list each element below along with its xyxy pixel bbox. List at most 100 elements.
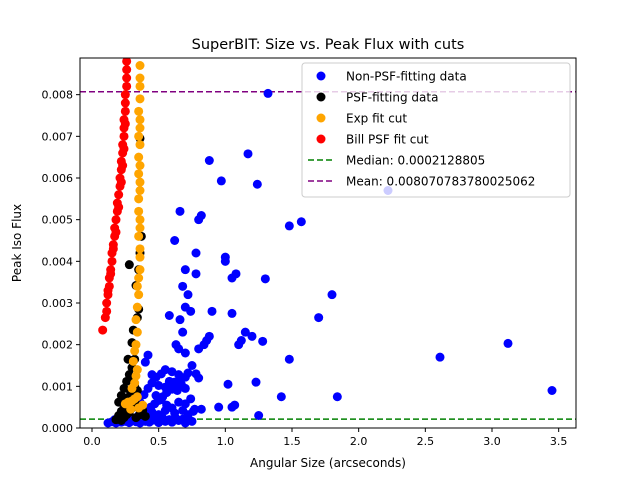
point-s3-13 [111,215,121,225]
x-axis-ticks: 0.0 0.5 1.0 1.5 2.0 2.5 3.0 3.5 [83,428,567,448]
point-s3-8 [107,256,117,266]
legend-marker-3 [316,134,326,144]
point-s1-39 [140,411,150,421]
point-s2-33 [135,123,145,133]
plot-frame [79,57,577,429]
point-s3-28 [120,90,130,100]
point-s3-39 [118,161,128,170]
point-s0-119 [260,274,270,284]
x-axis-label: Angular Size (arcseconds) [250,456,406,470]
legend-marker-2 [316,113,326,123]
point-s0-51 [140,357,150,367]
point-s2-28 [134,169,144,179]
point-s3-34 [106,269,116,279]
point-s0-114 [236,336,246,345]
point-s2-6 [130,378,140,388]
point-s0-134 [435,352,445,362]
point-s3-26 [120,106,130,116]
point-s0-123 [252,179,262,189]
legend-label-2: Exp fit cut [346,112,407,126]
point-s3-38 [116,177,126,187]
point-s1-40 [116,416,126,425]
legend-label-3: Bill PSF fit cut [346,133,429,147]
point-s0-87 [186,306,196,316]
point-s3-35 [108,244,118,254]
point-s0-105 [223,379,233,389]
point-s2-42 [138,400,148,410]
y-tick-label-5: 0.005 [42,214,74,227]
x-tick-label-5: 2.5 [417,435,435,448]
point-s0-109 [220,256,230,266]
y-axis-label: Peak Iso Flux [10,204,24,282]
point-s0-135 [503,338,513,348]
point-s0-69 [186,394,196,404]
point-s3-33 [103,286,113,295]
y-tick-label-0: 0.000 [42,422,74,435]
point-s0-94 [191,269,201,279]
point-s0-136 [547,386,557,395]
point-s2-37 [135,81,145,91]
point-s0-84 [178,281,188,291]
point-s0-99 [207,306,217,316]
point-s0-93 [196,211,206,220]
legend: Non-PSF-fitting data PSF-fitting data Exp … [301,62,571,198]
point-s1-24 [124,260,134,270]
point-s0-131 [327,290,337,300]
x-tick-label-6: 3.0 [483,435,501,448]
point-s0-83 [183,290,193,300]
point-s0-128 [276,392,286,402]
point-s2-22 [135,223,145,233]
x-tick-label-0: 0.0 [83,435,101,448]
point-s0-126 [296,217,306,227]
point-s0-111 [231,269,241,279]
legend-label-5: Mean: 0.008070783780025062 [346,175,535,189]
point-s2-34 [135,115,145,125]
point-s2-40 [126,404,136,414]
point-s2-8 [132,365,142,375]
point-s0-52 [143,350,153,360]
point-s0-124 [263,88,273,98]
point-s0-91 [191,248,201,258]
point-s0-125 [284,221,294,231]
point-s0-104 [214,402,224,412]
point-s3-30 [122,73,132,83]
x-tick-label-2: 1.0 [217,435,235,448]
point-s2-21 [134,231,144,241]
point-s3-27 [120,98,130,108]
point-s3-23 [119,131,129,141]
point-s2-31 [135,140,145,150]
point-s3-2 [102,306,112,316]
y-tick-label-4: 0.004 [42,255,74,268]
point-s0-85 [175,315,185,325]
point-s2-23 [135,215,145,225]
point-s0-116 [247,331,257,341]
point-s0-129 [284,354,294,364]
point-s3-31 [122,65,132,75]
point-s3-3 [102,298,112,308]
point-s2-24 [134,206,144,216]
point-s0-132 [332,392,342,402]
y-axis-ticks: 0.000 0.001 0.002 0.003 0.004 0.005 0.006 0.007… [42,89,80,435]
point-s2-9 [128,356,138,366]
point-s0-73 [160,406,170,415]
legend-label-1: PSF-fitting data [346,91,438,105]
point-s0-107 [230,400,240,410]
point-s0-62 [167,367,177,377]
point-s0-86 [180,348,190,358]
point-s0-74 [170,408,180,418]
legend-label-0: Non-PSF-fitting data [346,70,467,84]
x-tick-label-7: 3.5 [550,435,568,448]
point-s3-37 [114,202,124,212]
point-s0-122 [243,149,253,159]
y-tick-label-8: 0.008 [42,89,74,102]
point-s2-11 [131,340,141,350]
point-s2-32 [134,131,144,141]
point-s0-118 [258,336,268,346]
point-s0-78 [164,311,174,320]
point-s2-19 [135,252,145,262]
point-s2-30 [134,152,144,162]
point-s0-121 [216,176,226,186]
point-s0-103 [196,404,206,414]
point-s2-12 [132,327,142,337]
point-s3-40 [119,144,129,154]
